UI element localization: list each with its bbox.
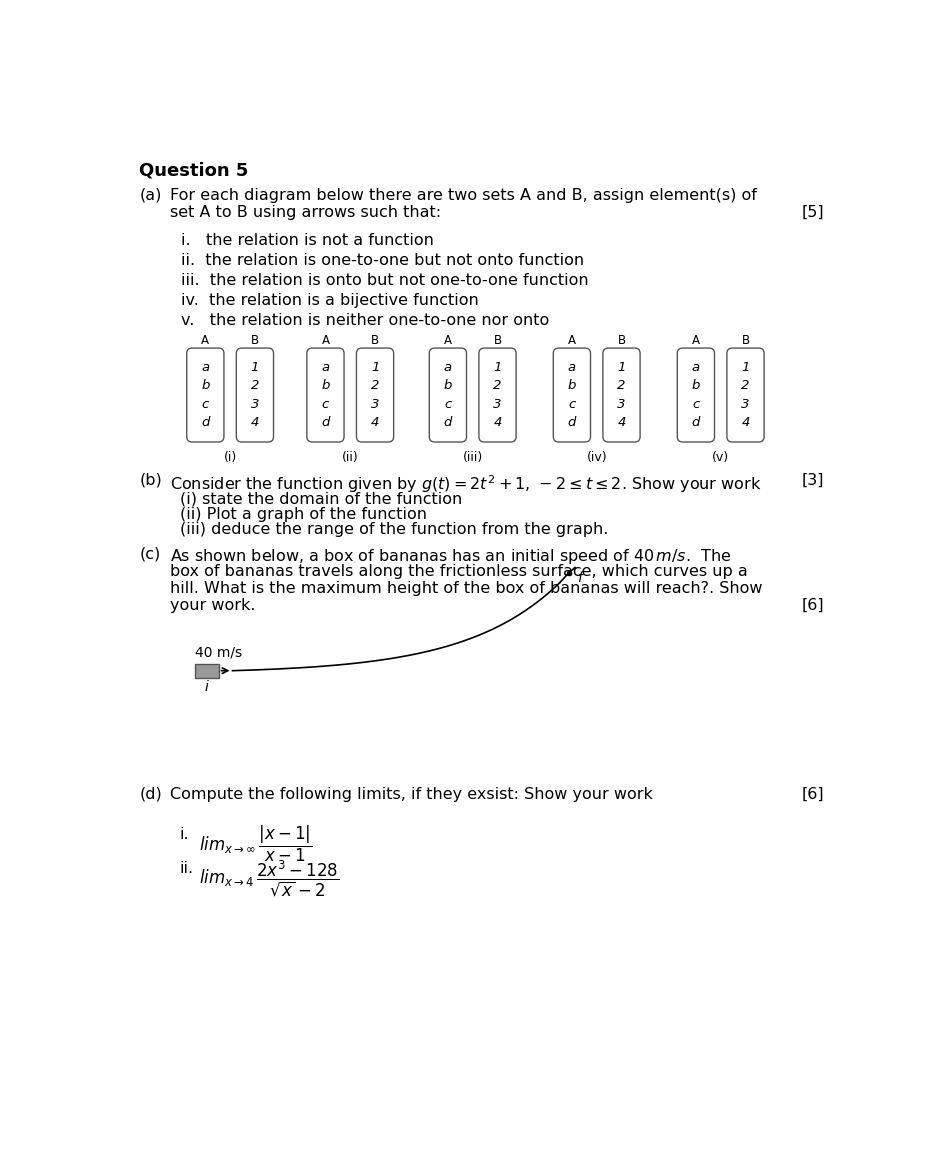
- Text: 1: 1: [251, 361, 259, 374]
- FancyBboxPatch shape: [430, 348, 466, 442]
- Text: Consider the function given by $g(t) = 2t^2+1,\,-2 \leq t \leq 2$. Show your wor: Consider the function given by $g(t) = 2…: [171, 473, 762, 494]
- Text: b: b: [321, 380, 330, 392]
- Text: (c): (c): [139, 547, 161, 562]
- Text: B: B: [251, 334, 259, 347]
- Text: b: b: [444, 380, 452, 392]
- Text: (a): (a): [139, 188, 162, 203]
- Text: $\mathit{lim}_{x\to 4}\,\dfrac{2x^3-128}{\sqrt{x}-2}$: $\mathit{lim}_{x\to 4}\,\dfrac{2x^3-128}…: [199, 857, 340, 898]
- Text: (iii): (iii): [463, 451, 483, 464]
- FancyBboxPatch shape: [677, 348, 714, 442]
- FancyBboxPatch shape: [479, 348, 516, 442]
- Text: 1: 1: [617, 361, 625, 374]
- Text: a: a: [444, 361, 452, 374]
- Text: [6]: [6]: [802, 787, 824, 802]
- Text: A: A: [692, 334, 700, 347]
- Text: b: b: [568, 380, 577, 392]
- Text: B: B: [617, 334, 625, 347]
- Text: i.: i.: [180, 827, 189, 842]
- Text: 4: 4: [617, 416, 625, 429]
- Text: (ii) Plot a graph of the function: (ii) Plot a graph of the function: [180, 507, 427, 522]
- Text: 3: 3: [494, 397, 502, 411]
- Text: a: a: [202, 361, 209, 374]
- Text: 4: 4: [371, 416, 380, 429]
- Text: Compute the following limits, if they exsist: Show your work: Compute the following limits, if they ex…: [171, 787, 654, 802]
- Text: iv.  the relation is a bijective function: iv. the relation is a bijective function: [181, 293, 479, 307]
- Text: 40 m/s: 40 m/s: [195, 645, 242, 659]
- Text: c: c: [202, 397, 209, 411]
- FancyBboxPatch shape: [187, 348, 224, 442]
- Text: (d): (d): [139, 787, 162, 802]
- Text: 4: 4: [741, 416, 750, 429]
- Text: As shown below, a box of bananas has an initial speed of $40\,m/s$.  The: As shown below, a box of bananas has an …: [171, 547, 732, 565]
- Text: d: d: [568, 416, 577, 429]
- Text: 2: 2: [494, 380, 502, 392]
- Text: (iii) deduce the range of the function from the graph.: (iii) deduce the range of the function f…: [180, 522, 609, 537]
- Text: [5]: [5]: [802, 204, 824, 220]
- Text: (b): (b): [139, 473, 162, 488]
- Text: ii.: ii.: [180, 861, 194, 876]
- Text: 3: 3: [741, 397, 750, 411]
- Text: A: A: [444, 334, 452, 347]
- Text: d: d: [691, 416, 700, 429]
- Text: 2: 2: [251, 380, 259, 392]
- FancyBboxPatch shape: [356, 348, 394, 442]
- Text: d: d: [202, 416, 209, 429]
- Text: [6]: [6]: [802, 598, 824, 612]
- Text: 2: 2: [371, 380, 380, 392]
- Text: $\mathit{lim}_{x\to\infty}\,\dfrac{|x-1|}{x-1}$: $\mathit{lim}_{x\to\infty}\,\dfrac{|x-1|…: [199, 823, 313, 864]
- Text: a: a: [321, 361, 330, 374]
- Text: (ii): (ii): [342, 451, 359, 464]
- Text: Question 5: Question 5: [139, 161, 249, 180]
- Text: iii.  the relation is onto but not one-to-one function: iii. the relation is onto but not one-to…: [181, 272, 589, 287]
- Text: 1: 1: [494, 361, 502, 374]
- Text: A: A: [321, 334, 330, 347]
- Text: a: a: [691, 361, 700, 374]
- Text: For each diagram below there are two sets A and B, assign element(s) of: For each diagram below there are two set…: [171, 188, 757, 203]
- Text: (i): (i): [223, 451, 236, 464]
- Text: 4: 4: [251, 416, 259, 429]
- Text: b: b: [202, 380, 209, 392]
- Text: i.   the relation is not a function: i. the relation is not a function: [181, 232, 434, 248]
- Text: 3: 3: [371, 397, 380, 411]
- Text: B: B: [494, 334, 501, 347]
- Text: 3: 3: [617, 397, 625, 411]
- Text: $f$: $f$: [577, 570, 585, 585]
- Text: (iv): (iv): [586, 451, 607, 464]
- Text: (i) state the domain of the function: (i) state the domain of the function: [180, 492, 462, 506]
- Text: your work.: your work.: [171, 598, 256, 612]
- Text: 1: 1: [741, 361, 750, 374]
- Text: (v): (v): [712, 451, 729, 464]
- FancyBboxPatch shape: [195, 663, 219, 677]
- Text: 1: 1: [371, 361, 380, 374]
- Text: d: d: [321, 416, 330, 429]
- Text: 3: 3: [251, 397, 259, 411]
- Text: A: A: [568, 334, 576, 347]
- Text: a: a: [568, 361, 576, 374]
- Text: ii.  the relation is one-to-one but not onto function: ii. the relation is one-to-one but not o…: [181, 252, 584, 267]
- Text: c: c: [322, 397, 329, 411]
- Text: 4: 4: [494, 416, 502, 429]
- FancyBboxPatch shape: [307, 348, 344, 442]
- Text: c: c: [568, 397, 576, 411]
- Text: c: c: [445, 397, 451, 411]
- Text: 2: 2: [741, 380, 750, 392]
- Text: set A to B using arrows such that:: set A to B using arrows such that:: [171, 204, 442, 220]
- Text: box of bananas travels along the frictionless surface, which curves up a: box of bananas travels along the frictio…: [171, 564, 748, 578]
- Text: 2: 2: [617, 380, 625, 392]
- Text: d: d: [444, 416, 452, 429]
- FancyBboxPatch shape: [603, 348, 641, 442]
- Text: b: b: [691, 380, 700, 392]
- Text: v.   the relation is neither one-to-one nor onto: v. the relation is neither one-to-one no…: [181, 313, 549, 328]
- Text: B: B: [741, 334, 750, 347]
- FancyBboxPatch shape: [727, 348, 764, 442]
- Text: [3]: [3]: [802, 473, 824, 488]
- Text: A: A: [202, 334, 209, 347]
- FancyBboxPatch shape: [553, 348, 591, 442]
- FancyBboxPatch shape: [236, 348, 273, 442]
- Text: hill. What is the maximum height of the box of bananas will reach?. Show: hill. What is the maximum height of the …: [171, 580, 763, 596]
- Text: c: c: [692, 397, 700, 411]
- Text: $i$: $i$: [204, 679, 210, 694]
- Text: B: B: [371, 334, 379, 347]
